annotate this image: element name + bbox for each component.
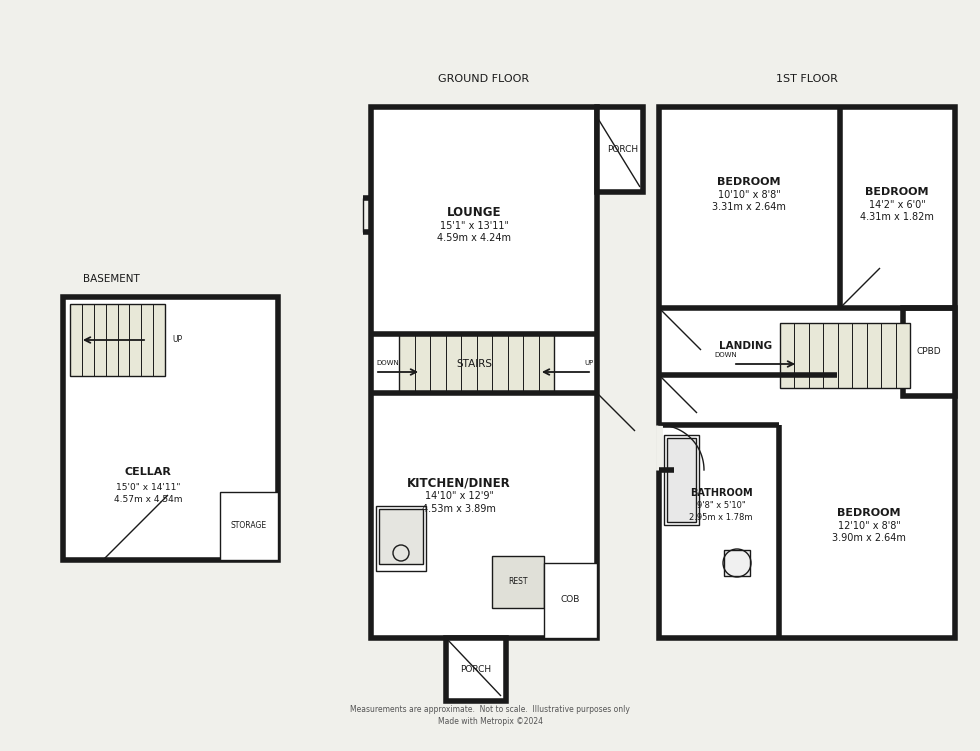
Text: DOWN: DOWN: [714, 352, 737, 358]
Text: STAIRS: STAIRS: [456, 359, 492, 369]
Text: COB: COB: [561, 596, 580, 605]
Bar: [492, 556, 544, 608]
Bar: [63, 297, 278, 560]
Text: 15'0" x 14'11": 15'0" x 14'11": [116, 482, 180, 491]
Text: BATHROOM: BATHROOM: [690, 488, 753, 498]
Text: BASEMENT: BASEMENT: [83, 274, 140, 284]
Text: LOUNGE: LOUNGE: [447, 206, 501, 219]
Bar: [597, 107, 643, 192]
Bar: [780, 323, 910, 388]
Bar: [659, 107, 955, 638]
Text: LANDING: LANDING: [719, 341, 772, 351]
Bar: [664, 435, 699, 525]
Text: 2.95m x 1.78m: 2.95m x 1.78m: [689, 514, 753, 523]
Text: 10'10" x 8'8": 10'10" x 8'8": [717, 190, 780, 200]
Bar: [724, 550, 750, 576]
Bar: [220, 492, 278, 560]
Text: 14'2" x 6'0": 14'2" x 6'0": [868, 200, 925, 210]
Bar: [371, 107, 597, 638]
Text: GROUND FLOOR: GROUND FLOOR: [438, 74, 529, 84]
Text: DOWN: DOWN: [376, 360, 399, 366]
Text: 3.90m x 2.64m: 3.90m x 2.64m: [832, 533, 906, 543]
Text: BEDROOM: BEDROOM: [865, 187, 929, 197]
Bar: [544, 563, 597, 638]
Text: CPBD: CPBD: [916, 348, 942, 357]
Bar: [903, 308, 955, 396]
Text: 12'10" x 8'8": 12'10" x 8'8": [838, 521, 901, 531]
Text: UP: UP: [172, 336, 182, 345]
Text: BEDROOM: BEDROOM: [717, 177, 781, 187]
Bar: [399, 334, 554, 393]
Text: PORCH: PORCH: [608, 144, 639, 153]
Text: 4.59m x 4.24m: 4.59m x 4.24m: [437, 233, 511, 243]
Text: REST: REST: [509, 578, 528, 587]
Text: 4.31m x 1.82m: 4.31m x 1.82m: [860, 212, 934, 222]
Text: 15'1" x 13'11": 15'1" x 13'11": [439, 221, 509, 231]
Text: Measurements are approximate.  Not to scale.  Illustrative purposes only: Measurements are approximate. Not to sca…: [350, 705, 630, 714]
Text: 1ST FLOOR: 1ST FLOOR: [776, 74, 838, 84]
Text: 9'8" x 5'10": 9'8" x 5'10": [697, 502, 746, 511]
Bar: [446, 638, 506, 701]
Text: 4.57m x 4.54m: 4.57m x 4.54m: [114, 496, 182, 505]
Text: BEDROOM: BEDROOM: [837, 508, 901, 518]
Text: UP: UP: [585, 360, 594, 366]
Text: CELLAR: CELLAR: [124, 467, 172, 477]
Text: 3.31m x 2.64m: 3.31m x 2.64m: [712, 202, 786, 212]
Text: 14'10" x 12'9": 14'10" x 12'9": [424, 491, 494, 501]
Text: PORCH: PORCH: [461, 665, 492, 674]
Text: 4.53m x 3.89m: 4.53m x 3.89m: [422, 504, 496, 514]
Text: KITCHEN/DINER: KITCHEN/DINER: [407, 476, 511, 490]
Text: Made with Metropix ©2024: Made with Metropix ©2024: [437, 717, 543, 726]
Bar: [70, 304, 165, 376]
Text: STORAGE: STORAGE: [231, 521, 268, 530]
Bar: [667, 438, 696, 522]
Bar: [379, 509, 423, 564]
Bar: [376, 506, 426, 571]
